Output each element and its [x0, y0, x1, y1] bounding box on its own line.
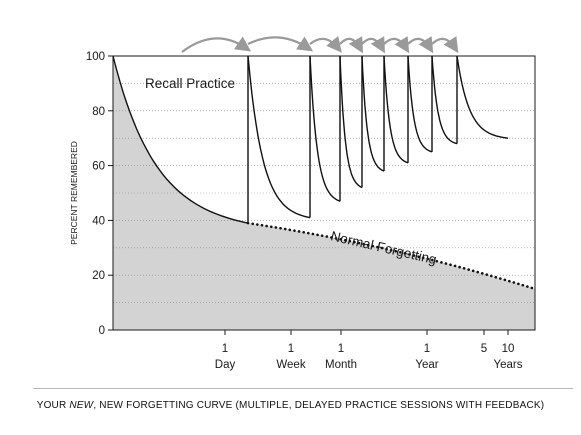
recall-decay-curve — [407, 55, 433, 153]
normal-forgetting-line — [246, 221, 537, 291]
x-tick-label: Week — [276, 359, 305, 371]
x-tick-label: 5 — [481, 343, 487, 355]
recall-practice-label: Recall Practice — [145, 76, 235, 91]
caption-emphasis: NEW — [69, 400, 94, 411]
y-tick-label: 100 — [86, 51, 105, 63]
recall-arrow — [309, 35, 342, 53]
y-tick-label: 0 — [99, 325, 105, 337]
shaded-area — [113, 56, 535, 330]
y-axis-title: PERCENT REMEMBERED — [69, 141, 79, 245]
recall-arrow — [339, 36, 364, 54]
recall-arrow — [383, 36, 410, 54]
x-tick-label: Year — [415, 359, 438, 371]
recall-decay-curve — [247, 55, 311, 219]
x-tick-label: Month — [325, 359, 357, 371]
recall-arrow — [431, 36, 459, 54]
x-tick-label: 1 — [338, 343, 344, 355]
recall-decay-curve — [431, 55, 458, 145]
chart-grid — [113, 83, 535, 303]
initial-decay-curve — [112, 55, 249, 224]
x-tick-label: Years — [494, 359, 523, 371]
x-tick-label: 1 — [222, 343, 228, 355]
caption-prefix: YOUR — [36, 400, 70, 411]
recall-practice-curves — [247, 55, 509, 224]
recall-arrow — [407, 36, 434, 54]
x-tick-label: 10 — [502, 343, 515, 355]
recall-decay-curve — [361, 55, 385, 172]
recall-arrow — [181, 36, 252, 53]
forgetting-curve-chart: 0 20 40 60 80 100 PERCENT REMEMBERED 1 Day 1 Wee… — [69, 35, 537, 371]
x-axis: 1 Day 1 Week 1 Month 1 Year 5 10 Years — [215, 330, 523, 371]
recall-decay-curve — [456, 55, 509, 139]
x-tick-label: 1 — [424, 343, 430, 355]
recall-decay-curve — [383, 55, 409, 164]
y-tick-label: 60 — [92, 161, 105, 173]
recall-arrow — [361, 36, 386, 54]
plot-frame — [112, 55, 536, 331]
x-tick-label: Day — [215, 359, 236, 371]
x-tick-label: 1 — [288, 343, 294, 355]
recall-arrow — [247, 36, 314, 52]
caption-divider — [33, 388, 573, 389]
recall-decay-curve — [309, 55, 341, 202]
y-axis: 0 20 40 60 80 100 — [86, 51, 113, 337]
recall-arrows — [181, 35, 459, 54]
y-tick-label: 40 — [92, 215, 105, 227]
y-tick-label: 80 — [92, 106, 105, 118]
recall-decay-curve — [339, 55, 363, 189]
figure-caption: YOUR NEW, NEW FORGETTING CURVE (MULTIPLE… — [0, 400, 581, 411]
caption-suffix: , NEW FORGETTING CURVE (MULTIPLE, DELAYE… — [93, 400, 545, 411]
y-tick-label: 20 — [92, 270, 105, 282]
